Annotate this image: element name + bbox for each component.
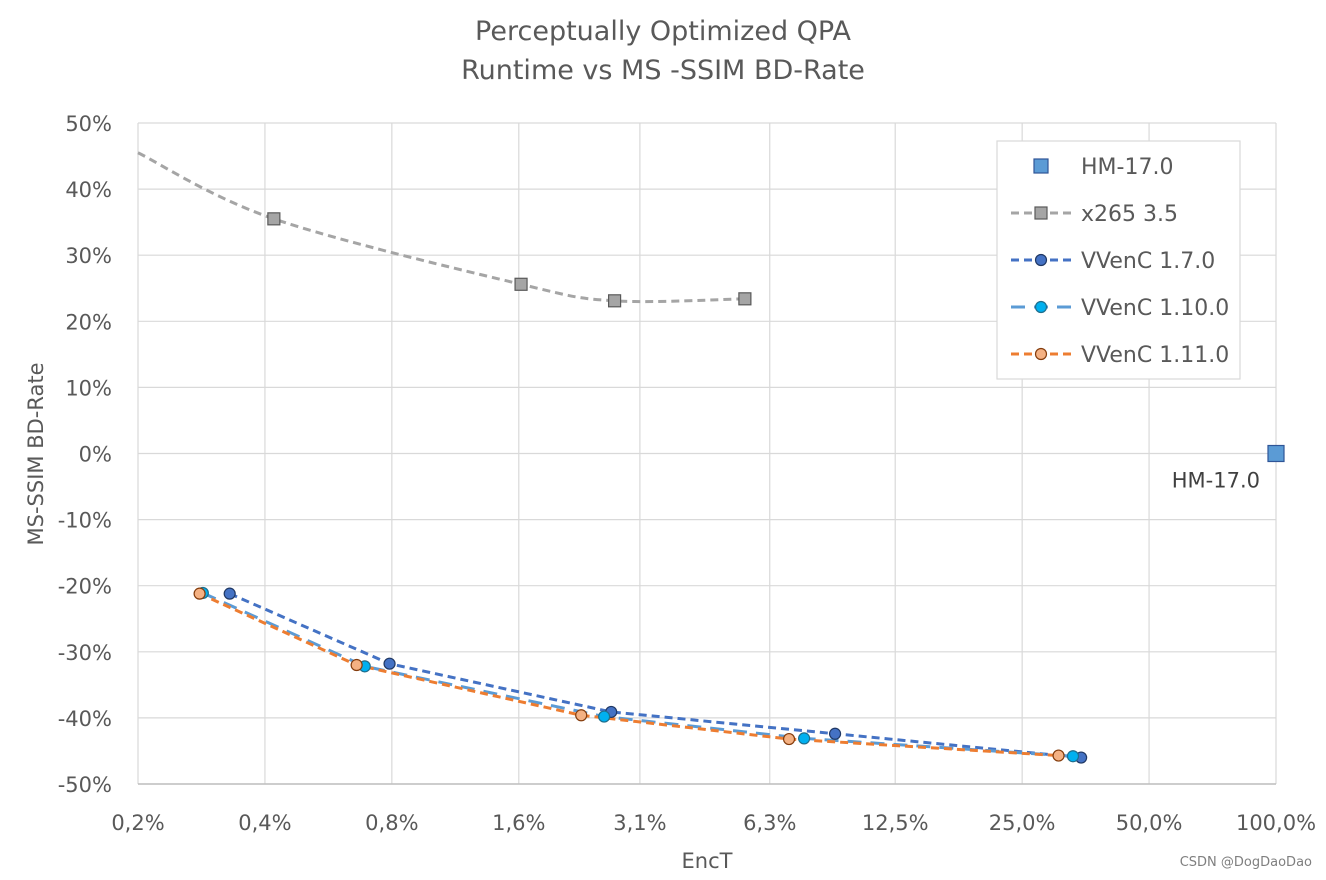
x-tick-label: 6,3% [743,811,796,835]
point-x265-3-5 [607,294,622,308]
x-tick-label: 12,5% [862,811,929,835]
series-line-vvenc-1-10-0 [202,591,1074,758]
point-vvenc-1-10-0 [598,710,611,723]
point-x265-3-5 [267,212,281,226]
series-line-vvenc-1-7-0 [229,592,1082,760]
y-tick-label: 50% [65,112,112,136]
annotations: HM-17.0 [1172,469,1260,493]
chart-subtitle: Runtime vs MS -SSIM BD-Rate [461,55,865,86]
x-tick-label: 25,0% [989,811,1056,835]
legend-label-vvenc-1-11-0: VVenC 1.11.0 [1081,343,1229,368]
legend-marker-hm-17-0 [1033,158,1049,174]
point-vvenc-1-11-0 [350,658,363,672]
point-vvenc-1-7-0 [383,657,396,670]
legend-label-hm-17-0: HM-17.0 [1081,155,1173,180]
point-vvenc-1-11-0 [782,732,796,746]
x-axis-ticks: 0,2% 0,4% 0,8% 1,6% 3,1% 6,3% 12,5% 25,0% 50,0% 1… [111,811,1316,835]
legend: HM-17.0 x265 3.5 VVenC 1.7.0 VVenC 1.10.0 VV… [996,140,1241,380]
x-tick-label: 100,0% [1236,811,1316,835]
grid [137,122,1277,785]
x-tick-label: 0,8% [365,811,418,835]
annotation-label: HM-17.0 [1172,469,1260,493]
point-vvenc-1-7-0 [223,587,236,600]
y-axis-label: MS-SSIM BD-Rate [24,363,48,546]
y-tick-label: -50% [58,773,112,797]
point-vvenc-1-10-0 [1066,750,1080,763]
y-tick-label: -30% [58,641,112,665]
x-tick-label: 50,0% [1116,811,1183,835]
point-vvenc-1-7-0 [828,727,842,740]
legend-label-vvenc-1-10-0: VVenC 1.10.0 [1081,296,1229,321]
y-tick-label: 40% [65,178,112,202]
y-tick-label: -20% [58,575,112,599]
series-line-vvenc-1-11-0 [198,592,1059,758]
point-hm-17-0 [1267,444,1285,463]
x-tick-label: 1,6% [492,811,545,835]
y-axis-ticks: 50% 40% 30% 20% 10% 0% -10% -20% -30% -40% -50% [58,112,112,797]
y-tick-label: 30% [65,244,112,268]
legend-label-vvenc-1-7-0: VVenC 1.7.0 [1081,249,1215,274]
legend-label-x265-3-5: x265 3.5 [1081,202,1178,227]
chart-title: Perceptually Optimized QPA [475,16,851,47]
series-line-x265-3-5 [137,151,745,304]
legend-marker-vvenc-1-7-0 [1034,253,1048,267]
y-tick-label: -10% [58,509,112,533]
series-markers [193,212,1285,764]
x-tick-label: 3,1% [613,811,666,835]
point-x265-3-5 [514,277,528,291]
y-tick-label: -40% [58,707,112,731]
y-tick-label: 0% [79,443,112,467]
y-tick-label: 10% [65,376,112,400]
y-tick-label: 20% [65,310,112,334]
x-axis-label: EncT [682,849,733,873]
x-tick-label: 0,4% [238,811,291,835]
point-vvenc-1-11-0 [1052,749,1065,762]
legend-marker-vvenc-1-11-0 [1034,347,1048,361]
point-x265-3-5 [738,292,752,306]
series-lines [137,151,1082,760]
point-vvenc-1-11-0 [193,587,206,600]
point-vvenc-1-10-0 [798,732,811,745]
x-tick-label: 0,2% [111,811,164,835]
legend-marker-x265-3-5 [1034,206,1048,220]
point-vvenc-1-11-0 [575,709,588,722]
watermark: CSDN @DogDaoDao [1179,855,1312,870]
legend-marker-vvenc-1-10-0 [1034,300,1048,314]
